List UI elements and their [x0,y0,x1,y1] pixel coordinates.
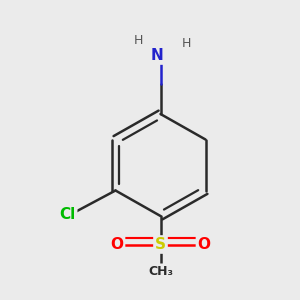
Text: H: H [181,37,191,50]
Text: Cl: Cl [59,207,76,222]
Text: N: N [151,48,164,63]
Text: S: S [155,237,166,252]
Text: CH₃: CH₃ [148,265,173,278]
Text: O: O [110,237,124,252]
Text: H: H [133,34,143,47]
Text: O: O [197,237,211,252]
